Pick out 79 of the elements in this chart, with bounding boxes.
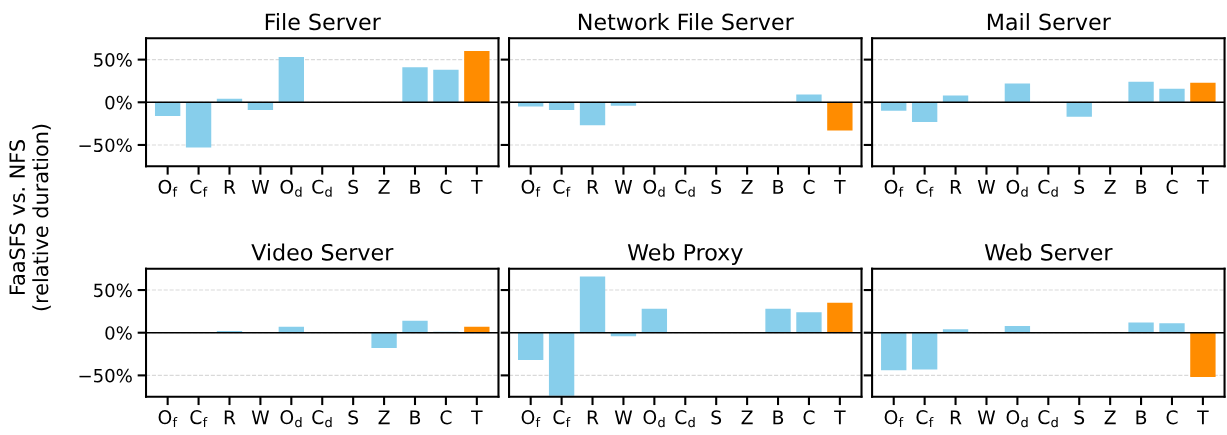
x-tick-label: C — [1166, 410, 1178, 425]
x-tick-label: C$_{f}$ — [190, 410, 208, 428]
x-tick-label: O$_{f}$ — [521, 410, 541, 428]
x-tick-label: C — [803, 410, 815, 425]
x-tick-label: C$_{d}$ — [312, 179, 332, 197]
x-tick-label: R — [950, 180, 962, 194]
chart-title: Web Server — [984, 243, 1113, 261]
x-tick-label: S — [1074, 179, 1085, 194]
x-tick-label: C$_{f}$ — [916, 410, 934, 428]
x-tick-label: C$_{f}$ — [553, 179, 571, 197]
x-tick-label: C$_{d}$ — [1038, 179, 1058, 197]
x-tick-label: O$_{d}$ — [1006, 179, 1028, 197]
x-tick-label: R — [224, 410, 236, 425]
x-tick-label: C — [1166, 179, 1178, 194]
x-tick-label: B — [1136, 180, 1147, 194]
x-tick-label: C — [440, 179, 452, 194]
y-tick-label: −50% — [79, 368, 132, 383]
x-tick-label: T — [1197, 180, 1209, 194]
x-tick-label: B — [410, 410, 421, 425]
x-tick-label: Z — [741, 410, 753, 425]
x-tick-label: S — [1074, 410, 1085, 425]
x-tick-label: R — [587, 410, 599, 425]
chart-title: Mail Server — [987, 13, 1111, 31]
x-tick-label: W — [614, 180, 633, 194]
x-tick-label: C$_{d}$ — [1038, 410, 1058, 428]
x-tick-label: O$_{d}$ — [280, 410, 302, 428]
x-tick-label: Z — [1104, 410, 1116, 425]
x-tick-label: O$_{f}$ — [158, 179, 178, 197]
x-tick-label: O$_{d}$ — [643, 179, 665, 197]
x-tick-label: Z — [378, 410, 390, 425]
x-tick-label: S — [711, 179, 722, 194]
x-tick-label: C$_{d}$ — [675, 179, 695, 197]
chart-title: Network File Server — [578, 13, 794, 31]
x-tick-label: B — [773, 180, 784, 194]
x-tick-label: T — [471, 410, 483, 425]
x-tick-label: S — [348, 410, 359, 425]
x-tick-label: T — [834, 410, 846, 425]
x-tick-label: O$_{d}$ — [1006, 410, 1028, 428]
x-tick-label: O$_{f}$ — [521, 179, 541, 197]
y-tick-label: 50% — [94, 283, 132, 298]
y-tick-label: 0% — [105, 95, 132, 110]
x-tick-label: T — [834, 180, 846, 194]
x-tick-label: W — [251, 180, 270, 194]
x-tick-label: Z — [378, 180, 390, 194]
x-tick-label: C$_{f}$ — [916, 179, 934, 197]
x-tick-label: C — [803, 179, 815, 194]
x-tick-label: W — [977, 180, 996, 194]
y-tick-label: −50% — [79, 138, 132, 153]
x-tick-label: O$_{f}$ — [884, 179, 904, 197]
x-tick-label: Z — [1104, 180, 1116, 194]
x-tick-label: C$_{d}$ — [312, 410, 332, 428]
x-tick-label: R — [587, 180, 599, 194]
x-tick-label: S — [348, 179, 359, 194]
x-tick-label: C — [440, 410, 452, 425]
x-tick-label: W — [977, 410, 996, 425]
x-tick-label: T — [471, 180, 483, 194]
x-tick-label: C$_{f}$ — [553, 410, 571, 428]
chart-title: Video Server — [251, 243, 394, 261]
x-tick-label: O$_{d}$ — [280, 179, 302, 197]
x-tick-label: C$_{f}$ — [190, 179, 208, 197]
x-tick-label: R — [950, 410, 962, 425]
x-tick-label: W — [251, 410, 270, 425]
y-tick-label: 50% — [94, 53, 132, 67]
y-tick-label: 0% — [105, 326, 132, 340]
x-tick-label: B — [410, 180, 421, 194]
chart-title: File Server — [265, 13, 381, 31]
x-tick-label: S — [711, 410, 722, 425]
x-tick-label: T — [1197, 410, 1209, 425]
x-tick-label: Z — [741, 180, 753, 194]
x-tick-label: B — [1136, 410, 1147, 425]
x-tick-label: O$_{f}$ — [884, 410, 904, 428]
x-tick-label: W — [614, 410, 633, 425]
x-tick-label: R — [224, 180, 236, 194]
x-tick-label: C$_{d}$ — [675, 410, 695, 428]
y-axis-title: FaaSFS vs. NFS (relative duration) — [9, 124, 51, 311]
x-tick-label: O$_{d}$ — [643, 410, 665, 428]
chart-title: Web Proxy — [627, 243, 743, 265]
x-tick-label: B — [773, 410, 784, 425]
x-tick-label: O$_{f}$ — [158, 410, 178, 428]
